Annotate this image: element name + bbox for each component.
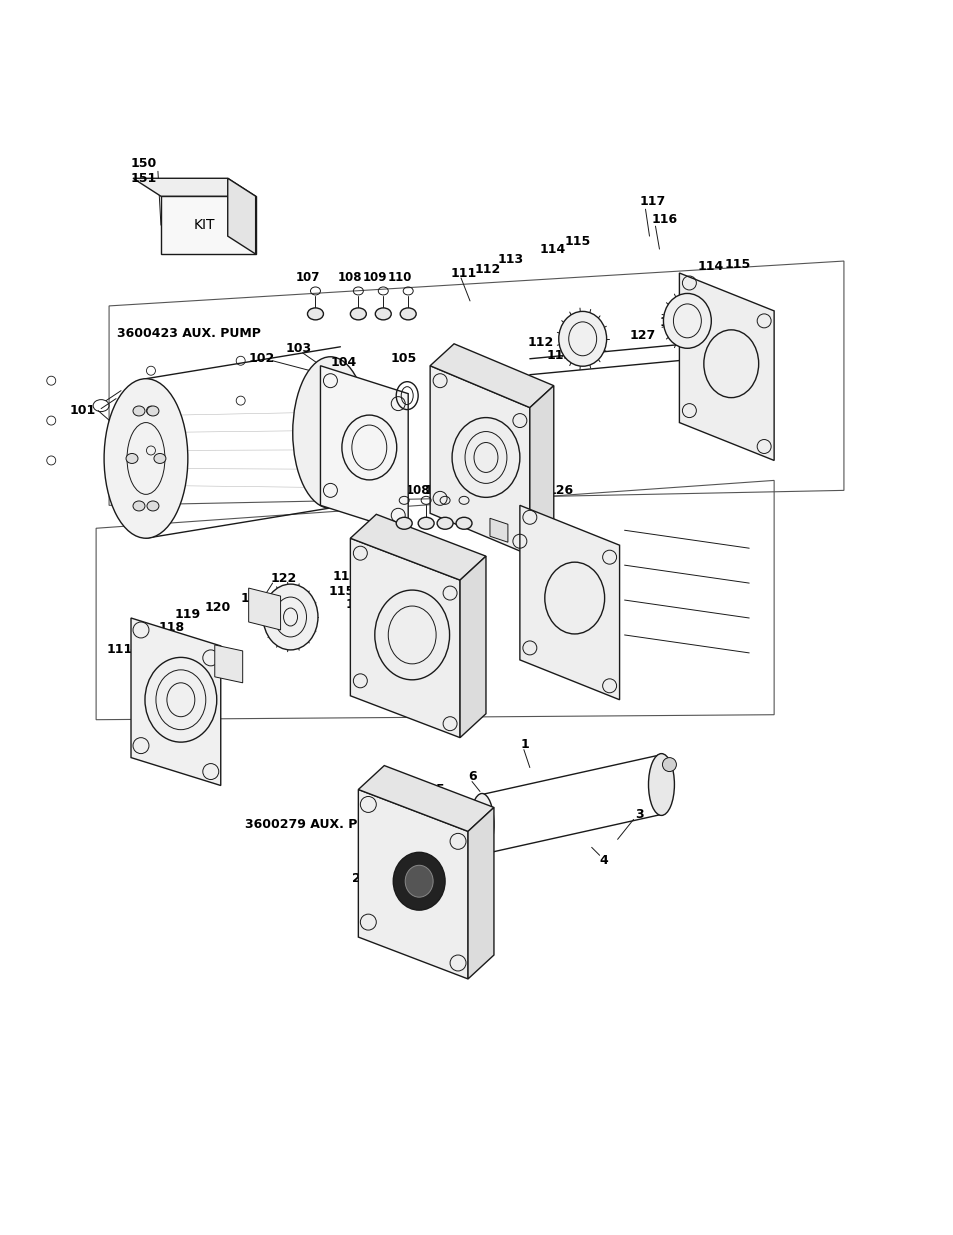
Text: 105: 105 <box>390 352 416 366</box>
Ellipse shape <box>558 311 606 367</box>
Text: 6: 6 <box>468 771 476 783</box>
Polygon shape <box>430 366 529 556</box>
Text: 115: 115 <box>328 584 355 598</box>
Text: 118: 118 <box>159 621 185 635</box>
Text: 118: 118 <box>332 569 358 583</box>
Polygon shape <box>161 196 255 254</box>
Ellipse shape <box>436 517 453 530</box>
Polygon shape <box>132 178 255 196</box>
Ellipse shape <box>293 357 368 509</box>
Text: 114: 114 <box>539 242 565 256</box>
Ellipse shape <box>661 757 676 772</box>
Text: 124: 124 <box>477 511 504 525</box>
Text: 108: 108 <box>337 272 362 284</box>
Text: 3: 3 <box>635 808 643 821</box>
Ellipse shape <box>263 584 317 650</box>
Polygon shape <box>320 366 408 534</box>
Text: 114: 114 <box>697 259 722 273</box>
Polygon shape <box>519 505 618 700</box>
Text: 107: 107 <box>295 272 319 284</box>
Ellipse shape <box>662 294 711 348</box>
Text: 117: 117 <box>639 195 665 207</box>
Text: 112: 112 <box>527 336 554 350</box>
Text: 109: 109 <box>363 272 387 284</box>
Text: 109: 109 <box>424 484 449 496</box>
Text: 115: 115 <box>564 235 590 247</box>
Text: 2: 2 <box>352 872 361 884</box>
Polygon shape <box>228 178 255 254</box>
Ellipse shape <box>417 517 434 530</box>
Text: 3600279 AUX. PUMP: 3600279 AUX. PUMP <box>244 818 388 831</box>
Text: 116: 116 <box>651 212 677 226</box>
Polygon shape <box>430 343 553 408</box>
Text: KIT: KIT <box>193 219 214 232</box>
Ellipse shape <box>147 501 159 511</box>
Text: 122: 122 <box>271 572 296 584</box>
Polygon shape <box>679 273 773 461</box>
Text: 121: 121 <box>240 592 267 605</box>
Ellipse shape <box>375 308 391 320</box>
Polygon shape <box>350 514 485 580</box>
Ellipse shape <box>456 517 472 530</box>
Polygon shape <box>214 645 242 683</box>
Text: 102: 102 <box>249 352 274 366</box>
Ellipse shape <box>648 753 674 815</box>
Text: 120: 120 <box>205 600 231 614</box>
Text: 101: 101 <box>70 404 95 417</box>
Ellipse shape <box>400 308 416 320</box>
Ellipse shape <box>132 501 145 511</box>
Text: 110: 110 <box>388 272 412 284</box>
Text: 127: 127 <box>629 330 655 342</box>
Polygon shape <box>131 618 220 785</box>
Text: 9: 9 <box>468 873 476 885</box>
Text: 123: 123 <box>388 534 414 547</box>
Text: 111: 111 <box>106 643 132 657</box>
Ellipse shape <box>126 453 138 463</box>
Text: 113: 113 <box>546 350 573 362</box>
Ellipse shape <box>104 379 188 538</box>
Text: 126: 126 <box>547 484 574 496</box>
Text: 119: 119 <box>174 608 201 620</box>
Ellipse shape <box>147 406 159 416</box>
Ellipse shape <box>307 308 323 320</box>
Ellipse shape <box>153 453 166 463</box>
Polygon shape <box>468 808 494 979</box>
Ellipse shape <box>393 852 445 910</box>
Text: 111: 111 <box>450 267 476 279</box>
Text: 110: 110 <box>443 484 468 496</box>
Ellipse shape <box>405 866 433 897</box>
Text: 108: 108 <box>405 484 430 496</box>
Text: 5: 5 <box>436 783 444 797</box>
Polygon shape <box>358 766 494 831</box>
Text: 104: 104 <box>330 356 356 369</box>
Ellipse shape <box>470 793 494 856</box>
Ellipse shape <box>395 517 412 530</box>
Polygon shape <box>529 385 553 556</box>
Text: 112: 112 <box>475 263 500 275</box>
Polygon shape <box>358 789 468 979</box>
Text: 113: 113 <box>497 252 523 266</box>
Text: 115: 115 <box>723 258 750 270</box>
Polygon shape <box>249 588 280 630</box>
Ellipse shape <box>132 406 145 416</box>
Polygon shape <box>490 519 507 542</box>
Ellipse shape <box>350 308 366 320</box>
Text: 150: 150 <box>131 157 157 170</box>
Text: 107: 107 <box>384 484 408 496</box>
Text: 3600423 AUX. PUMP: 3600423 AUX. PUMP <box>117 327 261 341</box>
Polygon shape <box>459 556 485 737</box>
Text: 106: 106 <box>435 489 460 501</box>
Text: 8: 8 <box>362 802 371 814</box>
Text: 111: 111 <box>345 598 372 610</box>
Text: 103: 103 <box>285 342 312 356</box>
Text: 1: 1 <box>520 739 529 751</box>
Text: 4: 4 <box>599 853 608 867</box>
Text: 102: 102 <box>335 469 361 483</box>
Text: 117: 117 <box>659 316 685 330</box>
Text: 151: 151 <box>131 172 157 185</box>
Polygon shape <box>350 538 459 737</box>
Text: 125: 125 <box>511 499 537 511</box>
